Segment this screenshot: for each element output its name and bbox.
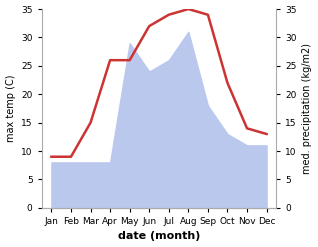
Y-axis label: med. precipitation (kg/m2): med. precipitation (kg/m2)	[302, 43, 313, 174]
Y-axis label: max temp (C): max temp (C)	[5, 75, 16, 142]
X-axis label: date (month): date (month)	[118, 231, 200, 242]
